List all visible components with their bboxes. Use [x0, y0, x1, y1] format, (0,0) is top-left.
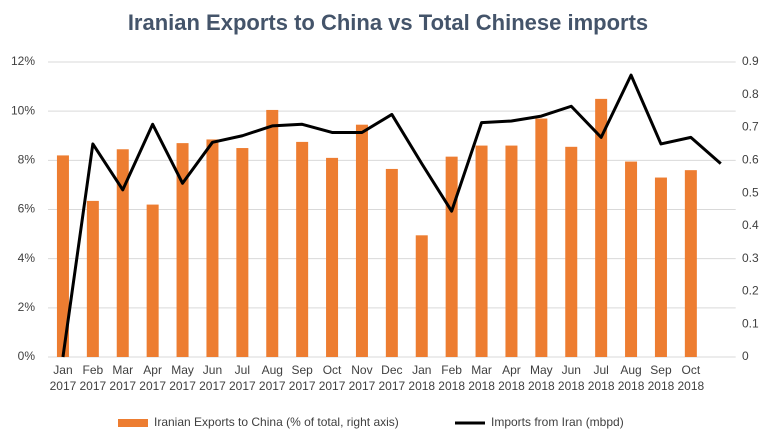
bar [385, 168, 398, 357]
x-tick-label: 2017 [259, 379, 286, 393]
x-tick-label: Mar [471, 363, 492, 377]
x-tick-label: 2017 [109, 379, 136, 393]
x-tick-label: 2017 [378, 379, 405, 393]
x-tick-label: 2017 [169, 379, 196, 393]
x-tick-label: Apr [143, 363, 162, 377]
bar [565, 146, 578, 357]
x-tick-label: 2018 [618, 379, 645, 393]
x-tick-label: 2017 [319, 379, 346, 393]
y2-tick-label: 0.8 [742, 87, 759, 101]
bar [116, 149, 129, 357]
bar [415, 235, 428, 357]
legend-label: Iranian Exports to China (% of total, ri… [154, 415, 399, 429]
legend-label: Imports from Iran (mbpd) [491, 415, 624, 429]
x-tick-label: 2018 [438, 379, 465, 393]
line [61, 73, 722, 358]
x-tick-label: 2018 [468, 379, 495, 393]
x-tick-label: 2018 [588, 379, 615, 393]
bar [86, 200, 99, 357]
x-tick-label: 2018 [558, 379, 585, 393]
bar [176, 143, 189, 357]
x-tick-label: 2017 [79, 379, 106, 393]
x-tick-label: 2017 [50, 379, 77, 393]
bar [625, 161, 638, 357]
x-tick-label: Nov [351, 363, 372, 377]
bar [206, 139, 219, 357]
x-tick-label: Oct [682, 363, 701, 377]
x-tick-label: Aug [262, 363, 283, 377]
x-tick-label: Jul [593, 363, 608, 377]
x-tick-label: 2017 [349, 379, 376, 393]
y2-tick-label: 0.2 [742, 284, 759, 298]
x-tick-label: May [171, 363, 194, 377]
x-tick-label: May [530, 363, 553, 377]
bar [535, 118, 548, 358]
x-tick-label: Jul [235, 363, 250, 377]
bar [326, 157, 339, 357]
y2-tick-label: 0.4 [742, 218, 759, 232]
x-tick-label: 2018 [528, 379, 555, 393]
bar [505, 145, 518, 357]
x-tick-label: Sep [291, 363, 313, 377]
x-tick-label: Aug [620, 363, 641, 377]
x-tick-label: 2018 [677, 379, 704, 393]
bar [475, 145, 488, 357]
legend-swatch [118, 419, 148, 427]
chart-title: Iranian Exports to China vs Total Chines… [128, 10, 648, 35]
x-tick-label: 2017 [289, 379, 316, 393]
x-tick-label: Sep [650, 363, 672, 377]
bar [146, 204, 159, 357]
x-tick-label: Feb [83, 363, 104, 377]
y2-tick-label: 0.7 [742, 120, 759, 134]
x-tick-label: Jan [412, 363, 431, 377]
y-tick-label: 8% [18, 153, 36, 167]
x-tick-label: 2018 [408, 379, 435, 393]
x-tick-label: Mar [112, 363, 133, 377]
bar [266, 109, 279, 357]
y2-tick-label: 0.9 [742, 54, 759, 68]
bar [56, 155, 69, 357]
x-tick-label: 2017 [139, 379, 166, 393]
y-tick-label: 6% [18, 202, 36, 216]
bar [684, 170, 697, 357]
x-tick-label: Oct [323, 363, 342, 377]
bar [445, 156, 458, 357]
y-tick-label: 2% [18, 300, 36, 314]
y-tick-label: 10% [11, 103, 35, 117]
y2-tick-label: 0.3 [742, 251, 759, 265]
y-tick-label: 0% [18, 349, 36, 363]
x-tick-label: Feb [441, 363, 462, 377]
y2-tick-label: 0.5 [742, 185, 759, 199]
bar [654, 177, 667, 357]
x-tick-label: 2018 [498, 379, 525, 393]
y2-tick-label: 0.6 [742, 153, 759, 167]
bar [595, 98, 608, 357]
y-tick-label: 12% [11, 54, 35, 68]
x-tick-label: Dec [381, 363, 402, 377]
bar [355, 124, 368, 357]
x-tick-label: Apr [502, 363, 521, 377]
x-tick-label: Jun [203, 363, 222, 377]
x-tick-label: Jan [53, 363, 72, 377]
x-tick-label: 2017 [199, 379, 226, 393]
y2-tick-label: 0.1 [742, 316, 759, 330]
x-tick-label: 2017 [229, 379, 256, 393]
x-tick-label: 2018 [648, 379, 675, 393]
y-tick-label: 4% [18, 251, 36, 265]
x-tick-label: Jun [562, 363, 581, 377]
bar [236, 148, 249, 357]
y2-tick-label: 0 [742, 349, 749, 363]
bar [296, 141, 309, 357]
